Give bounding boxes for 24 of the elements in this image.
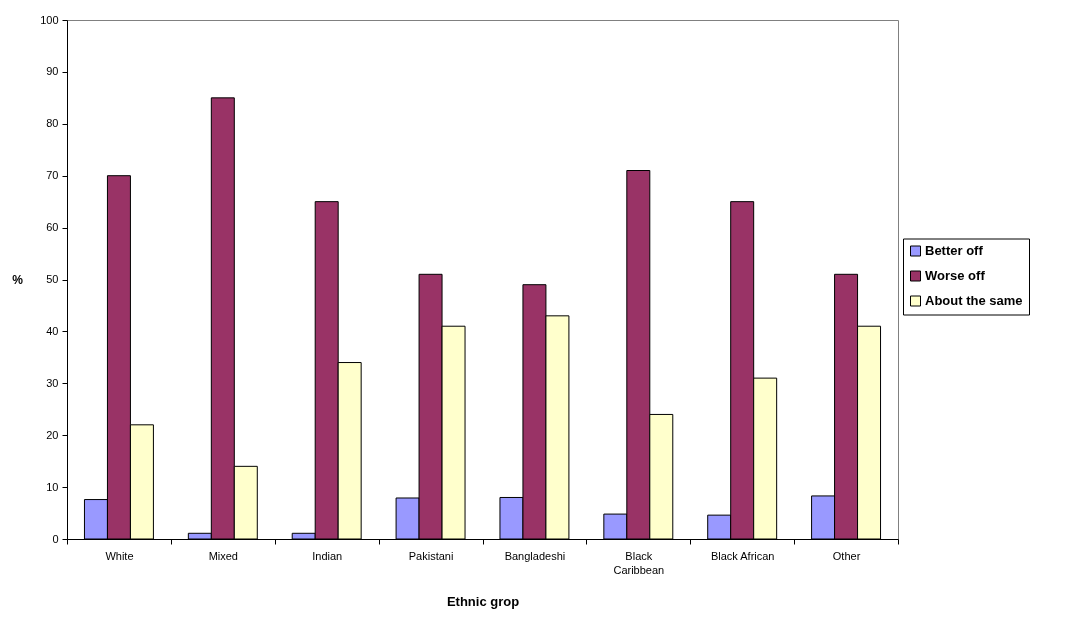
legend-label: Better off [925,243,984,258]
x-axis-title: Ethnic grop [446,593,520,609]
y-tick-label: 30 [46,376,59,389]
y-tick-label: 60 [46,221,59,234]
x-tick-label: Bangladeshi [504,549,566,562]
x-tick-label: Black Caribbean [613,549,665,576]
y-tick-label: 70 [46,169,59,182]
x-tick-label: Black African [710,549,775,562]
y-tick-label: 90 [46,65,59,78]
legend-label: Worse off [925,268,986,283]
x-tick-label: White [105,549,134,562]
legend-label: About the same [925,293,1023,308]
y-axis-title: % [12,273,24,287]
y-tick-label: 100 [40,13,59,26]
y-tick-label: 10 [46,480,59,493]
y-tick-label: 0 [52,532,59,545]
x-tick-label: Mixed [208,549,238,562]
x-tick-label: Pakistani [408,549,454,562]
y-tick-label: 40 [46,324,59,337]
x-tick-label: Other [832,549,861,562]
x-tick-label: Indian [312,549,343,562]
y-tick-label: 20 [46,428,59,441]
y-tick-label: 80 [46,117,59,130]
y-tick-label: 50 [46,273,59,285]
